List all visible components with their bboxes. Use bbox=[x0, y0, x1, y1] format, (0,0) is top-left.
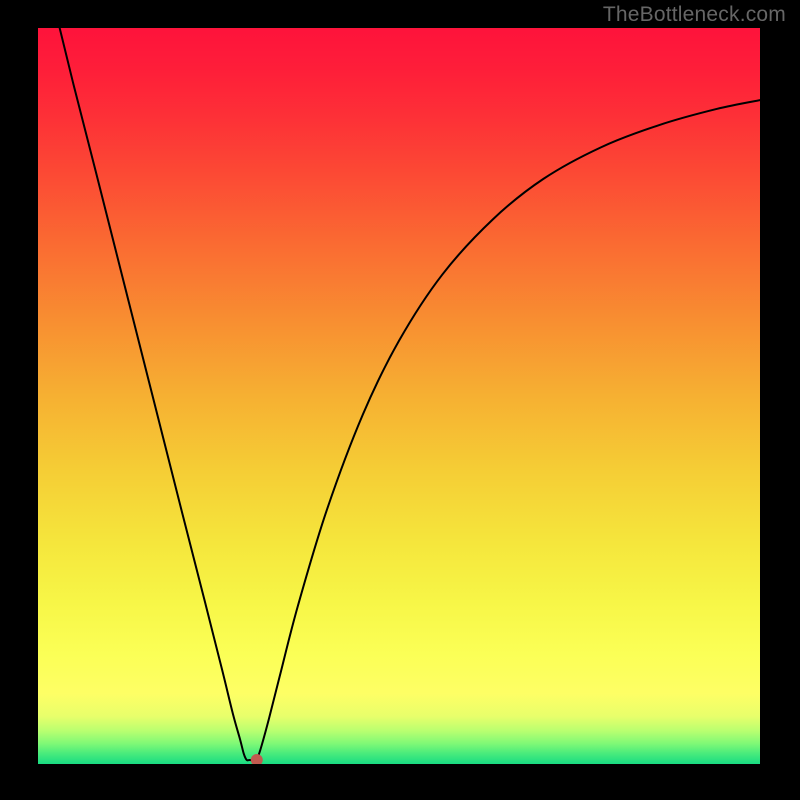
optimum-marker bbox=[251, 754, 263, 764]
curve-svg bbox=[38, 28, 760, 764]
bottleneck-curve bbox=[60, 28, 760, 760]
plot-area bbox=[38, 28, 760, 764]
chart-root: TheBottleneck.com bbox=[0, 0, 800, 800]
watermark-text: TheBottleneck.com bbox=[603, 3, 786, 27]
